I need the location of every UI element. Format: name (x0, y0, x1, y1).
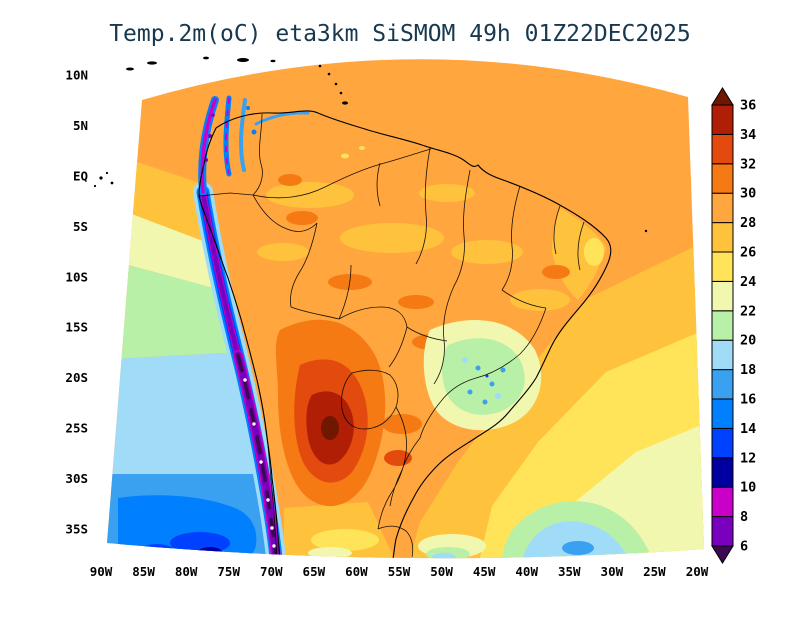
lon-tick-label: 75W (217, 564, 240, 579)
colorbar-segment (712, 193, 733, 222)
colorbar-tick-label: 22 (740, 303, 756, 319)
lon-tick-label: 40W (515, 564, 538, 579)
colorbar-tick-label: 8 (740, 509, 748, 525)
lat-tick-label: EQ (73, 168, 88, 183)
colorbar-tick-label: 30 (740, 186, 756, 202)
colorbar-segment (712, 252, 733, 281)
colorbar-segment (712, 134, 733, 163)
colorbar-tick-label: 14 (740, 421, 756, 437)
lon-tick-label: 45W (473, 564, 496, 579)
colorbar-tick-label: 10 (740, 480, 756, 496)
lon-tick-label: 80W (175, 564, 198, 579)
lat-tick-label: 5N (73, 118, 88, 133)
colorbar-segment (712, 458, 733, 487)
lon-tick-label: 30W (601, 564, 624, 579)
colorbar-segment (712, 370, 733, 399)
plot-canvas: Temp.2m(oC) eta3km SiSMOM 49h 01Z22DEC20… (0, 0, 800, 618)
colorbar-segment (712, 428, 733, 457)
temperature-field (90, 10, 715, 575)
page-title: Temp.2m(oC) eta3km SiSMOM 49h 01Z22DEC20… (109, 21, 691, 47)
lon-tick-label: 25W (643, 564, 666, 579)
lat-axis: 10N 5N EQ 5S 10S 15S 20S 25S 30S 35S (65, 68, 88, 537)
lon-tick-label: 60W (345, 564, 368, 579)
lat-tick-label: 20S (65, 370, 88, 385)
colorbar-tick-label: 6 (740, 539, 748, 555)
colorbar-tick-label: 34 (740, 127, 756, 143)
lat-tick-label: 35S (65, 521, 88, 536)
lon-tick-label: 35W (558, 564, 581, 579)
colorbar-segment (712, 164, 733, 193)
lon-tick-label: 55W (388, 564, 411, 579)
lon-tick-label: 20W (686, 564, 709, 579)
lat-tick-label: 25S (65, 421, 88, 436)
colorbar-arrow-top (712, 88, 733, 105)
colorbar-tick-label: 26 (740, 245, 756, 261)
lat-tick-label: 10N (65, 68, 88, 83)
colorbar-tick-label: 24 (740, 274, 756, 290)
colorbar-segment (712, 399, 733, 428)
lon-tick-label: 85W (132, 564, 155, 579)
colorbar-tick-label: 16 (740, 392, 756, 408)
colorbar-segment (712, 340, 733, 369)
colorbar-arrow-bottom (712, 546, 733, 563)
colorbar-segment (712, 311, 733, 340)
colorbar-tick-label: 12 (740, 450, 756, 466)
colorbar-segment (712, 517, 733, 546)
colorbar-segment (712, 487, 733, 516)
lon-axis: 90W 85W 80W 75W 70W 65W 60W 55W 50W 45W 40W 35W 30W 2… (90, 564, 709, 579)
lon-tick-label: 90W (90, 564, 113, 579)
figure: Temp.2m(oC) eta3km SiSMOM 49h 01Z22DEC20… (0, 0, 800, 618)
colorbar-tick-label: 20 (740, 333, 756, 349)
colorbar-tick-label: 32 (740, 156, 756, 172)
lat-tick-label: 5S (73, 219, 88, 234)
lon-tick-label: 65W (303, 564, 326, 579)
lat-tick-label: 30S (65, 471, 88, 486)
colorbar-segment (712, 105, 733, 134)
colorbar-tick-label: 36 (740, 98, 756, 114)
colorbar-tick-label: 18 (740, 362, 756, 378)
colorbar: 36 34 32 30 28 26 24 22 20 18 16 14 12 10 8 6 (712, 88, 756, 563)
lat-tick-label: 10S (65, 269, 88, 284)
colorbar-segment (712, 223, 733, 252)
colorbar-segment (712, 281, 733, 310)
colorbar-tick-label: 28 (740, 215, 756, 231)
lon-tick-label: 70W (260, 564, 283, 579)
lat-tick-label: 15S (65, 320, 88, 335)
lon-tick-label: 50W (430, 564, 453, 579)
